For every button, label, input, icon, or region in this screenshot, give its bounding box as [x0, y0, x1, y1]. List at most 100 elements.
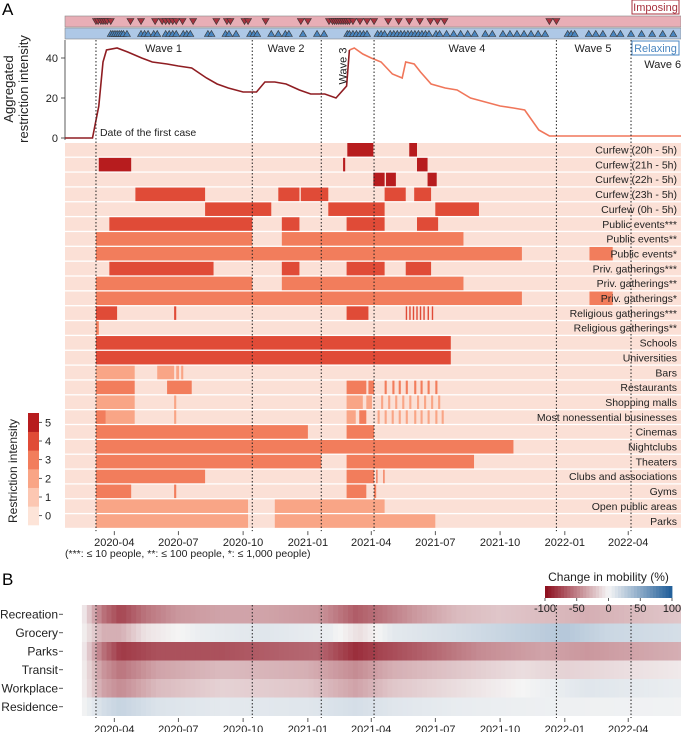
mobility-cell [456, 642, 462, 661]
mobility-cell [185, 642, 191, 661]
mobility-colorbar-swatch [656, 586, 660, 598]
mobility-cell [505, 605, 512, 624]
mobility-colorbar-swatch [649, 586, 654, 598]
mobility-cell [190, 679, 196, 698]
mobility-cell [303, 642, 309, 661]
mobility-cell [229, 697, 236, 716]
relaxing-marker [267, 29, 276, 37]
mobility-cell [348, 679, 354, 698]
restriction-span [95, 291, 522, 306]
imposing-legend-label: Imposing [633, 2, 678, 14]
mobility-cell [165, 605, 171, 624]
mobility-cell [663, 660, 669, 679]
restriction-span [343, 157, 346, 172]
mobility-cell [106, 660, 112, 679]
mobility-cell [269, 642, 275, 661]
colorbar-tick-label: 3 [45, 455, 51, 467]
mobility-x-tick-label: 2022-04 [608, 724, 648, 732]
mobility-colorbar-swatch [668, 586, 673, 598]
mobility-cell [407, 697, 413, 716]
mobility-cell [397, 623, 403, 642]
mobility-cell [382, 623, 388, 642]
mobility-cell [535, 605, 541, 624]
mobility-cell [254, 697, 260, 716]
mobility-cell [101, 642, 107, 661]
restriction-span [109, 217, 253, 231]
mobility-cell [348, 605, 354, 624]
mobility-cell [466, 623, 472, 642]
mobility-cell [485, 697, 492, 716]
mobility-cell [545, 623, 551, 642]
restriction-span [435, 380, 438, 395]
mobility-colorbar-tick-label: 50 [634, 603, 646, 615]
mobility-cell [387, 697, 393, 716]
mobility-cell [678, 679, 681, 698]
wave-label: Wave 4 [449, 43, 486, 55]
mobility-cell [214, 605, 221, 624]
mobility-cell [402, 642, 408, 661]
mobility-cell [81, 623, 88, 642]
restriction-span [409, 143, 417, 157]
mobility-cell [599, 697, 605, 716]
mobility-cell [283, 660, 290, 679]
mobility-cell [461, 660, 467, 679]
restriction-span [274, 514, 436, 528]
mobility-cell [564, 623, 571, 642]
mobility-cell [579, 642, 585, 661]
mobility-cell [623, 605, 630, 624]
mobility-cell [136, 642, 142, 661]
mobility-cell [456, 697, 462, 716]
wave-label: Wave 5 [575, 43, 612, 55]
mobility-cell [574, 679, 581, 698]
mobility-cell [259, 605, 265, 624]
mobility-cell [441, 679, 447, 698]
mobility-cell [239, 642, 245, 661]
mobility-cell [559, 605, 566, 624]
mobility-cell [180, 605, 186, 624]
mobility-cell [594, 605, 600, 624]
mobility-cell [234, 679, 240, 698]
mobility-cell [150, 679, 157, 698]
relaxing-marker [232, 29, 241, 37]
relaxing-marker [298, 29, 307, 37]
mobility-cell [298, 679, 305, 698]
colorbar-swatch [28, 506, 39, 526]
mobility-cell [229, 679, 236, 698]
mobility-cell [500, 660, 507, 679]
mobility-cell [274, 605, 280, 624]
mobility-cell [559, 623, 566, 642]
restriction-span [346, 410, 356, 424]
mobility-cell [210, 642, 216, 661]
mobility-colorbar-swatch [557, 586, 562, 598]
mobility-cell [505, 679, 512, 698]
mobility-cell [205, 605, 211, 624]
panel-b-label: B [2, 570, 13, 589]
mobility-cell [623, 660, 630, 679]
mobility-cell [535, 642, 541, 661]
restriction-span [346, 261, 385, 276]
mobility-cell [269, 697, 275, 716]
mobility-cell [352, 642, 359, 661]
mobility-cell [417, 605, 423, 624]
mobility-cell [402, 679, 408, 698]
restriction-span [405, 380, 408, 395]
restriction-span [167, 380, 192, 395]
mobility-cell [367, 623, 374, 642]
mobility-cell [525, 679, 531, 698]
mobility-cell [106, 605, 112, 624]
mobility-cell [594, 697, 600, 716]
mobility-cell [259, 697, 265, 716]
mobility-cell [461, 605, 467, 624]
mobility-colorbar-swatch [551, 586, 555, 598]
mobility-cell [436, 623, 443, 642]
mobility-cell [525, 642, 531, 661]
mobility-cell [303, 697, 309, 716]
relaxing-marker [186, 29, 195, 37]
footnote: (***: ≤ 10 people, **: ≤ 100 people, *: … [65, 548, 311, 560]
mobility-cell [362, 697, 369, 716]
mobility-colorbar-swatch [624, 586, 628, 598]
imposing-marker [226, 18, 235, 26]
mobility-cell [343, 697, 349, 716]
mobility-cell [348, 697, 354, 716]
mobility-colorbar-swatch [621, 586, 625, 598]
